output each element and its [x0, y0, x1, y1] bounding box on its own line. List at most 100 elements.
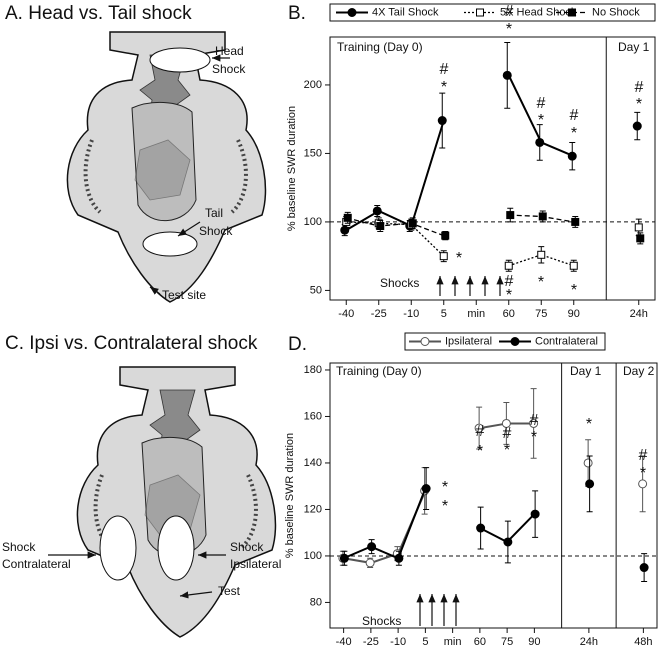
label: Shock	[199, 224, 233, 238]
arrow	[149, 286, 161, 295]
point	[535, 137, 545, 147]
significance-mark: *	[442, 498, 448, 515]
point	[583, 458, 593, 468]
series-line	[344, 423, 644, 562]
shock-site	[157, 515, 195, 581]
x-tick-label: -25	[371, 308, 387, 320]
y-tick-label: 150	[304, 147, 322, 159]
significance-mark: #	[505, 3, 514, 20]
series-line	[346, 75, 639, 230]
significance-mark: *	[441, 79, 447, 96]
legend-marker	[476, 8, 484, 17]
point	[367, 542, 377, 552]
x-tick-label: min	[467, 308, 485, 320]
series-line	[346, 222, 639, 266]
x-tick-label: 75	[535, 308, 547, 320]
point	[571, 217, 580, 226]
y-tick-label: 100	[304, 216, 322, 228]
significance-mark: *	[477, 443, 483, 460]
x-tick-label: 24h	[580, 636, 598, 647]
x-tick-label: 75	[501, 636, 513, 647]
point	[501, 418, 511, 428]
significance-mark: *	[586, 416, 592, 433]
label: Test	[218, 584, 241, 598]
significance-mark: *	[571, 282, 577, 299]
plot-frame	[329, 36, 656, 301]
legend-label: 5X Head Shock	[500, 6, 577, 18]
y-axis-label: % baseline SWR duration	[286, 106, 298, 231]
x-tick-label: -40	[336, 636, 352, 647]
significance-mark: *	[640, 465, 646, 482]
significance-mark: *	[506, 21, 512, 38]
point	[530, 509, 540, 519]
panel-title: D.	[288, 334, 307, 355]
point	[529, 418, 539, 428]
label: Head	[215, 44, 244, 58]
significance-mark: *	[531, 429, 537, 446]
point	[504, 261, 513, 270]
point	[585, 479, 595, 489]
x-tick-label: -40	[338, 308, 354, 320]
arrow	[177, 221, 201, 237]
point	[376, 222, 385, 231]
significance-mark: *	[571, 125, 577, 142]
significance-mark: *	[442, 479, 448, 496]
point	[372, 206, 382, 216]
stimulus-label: Shocks	[362, 614, 401, 628]
period-label: Day 1	[570, 364, 602, 378]
label: Test site	[162, 288, 206, 302]
x-tick-label: 90	[528, 636, 540, 647]
point	[636, 234, 645, 243]
point	[474, 423, 484, 433]
y-tick-label: 120	[304, 503, 322, 515]
y-axis-label: % baseline SWR duration	[284, 433, 296, 558]
plot-frame	[329, 362, 658, 629]
y-tick-label: 100	[304, 550, 322, 562]
significance-mark: *	[506, 287, 512, 304]
legend-label: No Shock	[592, 6, 640, 18]
point	[639, 563, 649, 573]
x-tick-label: 48h	[634, 636, 652, 647]
label: Shock	[230, 540, 264, 554]
label: Shock	[2, 540, 36, 554]
label: Ipsilateral	[230, 557, 281, 571]
point	[437, 116, 447, 126]
x-tick-label: 5	[422, 636, 428, 647]
x-tick-label: 24h	[630, 308, 648, 320]
point	[339, 553, 349, 563]
significance-mark: #	[440, 61, 449, 78]
x-tick-label: -25	[363, 636, 379, 647]
period-label: Day 1	[618, 40, 650, 54]
label: Shock	[212, 62, 246, 76]
legend-label: Contralateral	[535, 335, 598, 347]
label: Tail	[205, 206, 223, 220]
significance-mark: #	[537, 95, 546, 112]
significance-mark: #	[635, 79, 644, 96]
x-tick-label: 60	[503, 308, 515, 320]
legend-marker	[568, 8, 576, 17]
x-tick-label: -10	[403, 308, 419, 320]
legend-marker	[347, 8, 357, 17]
significance-mark: *	[538, 112, 544, 129]
point	[538, 212, 547, 221]
arrow	[179, 591, 213, 599]
point	[439, 252, 448, 261]
significance-mark: #	[476, 423, 485, 440]
point	[394, 553, 404, 563]
y-tick-label: 140	[304, 457, 322, 469]
shock-site	[99, 515, 137, 581]
point	[408, 219, 417, 228]
legend-marker	[420, 337, 430, 346]
y-tick-label: 80	[310, 596, 322, 608]
legend-label: Ipsilateral	[445, 335, 492, 347]
significance-mark: #	[639, 447, 648, 464]
point	[421, 484, 431, 494]
point	[569, 261, 578, 270]
y-tick-label: 160	[304, 410, 322, 422]
significance-mark: *	[636, 96, 642, 113]
significance-mark: *	[504, 442, 510, 459]
point	[476, 523, 486, 533]
x-tick-label: 90	[568, 308, 580, 320]
legend-label: 4X Tail Shock	[372, 6, 439, 18]
